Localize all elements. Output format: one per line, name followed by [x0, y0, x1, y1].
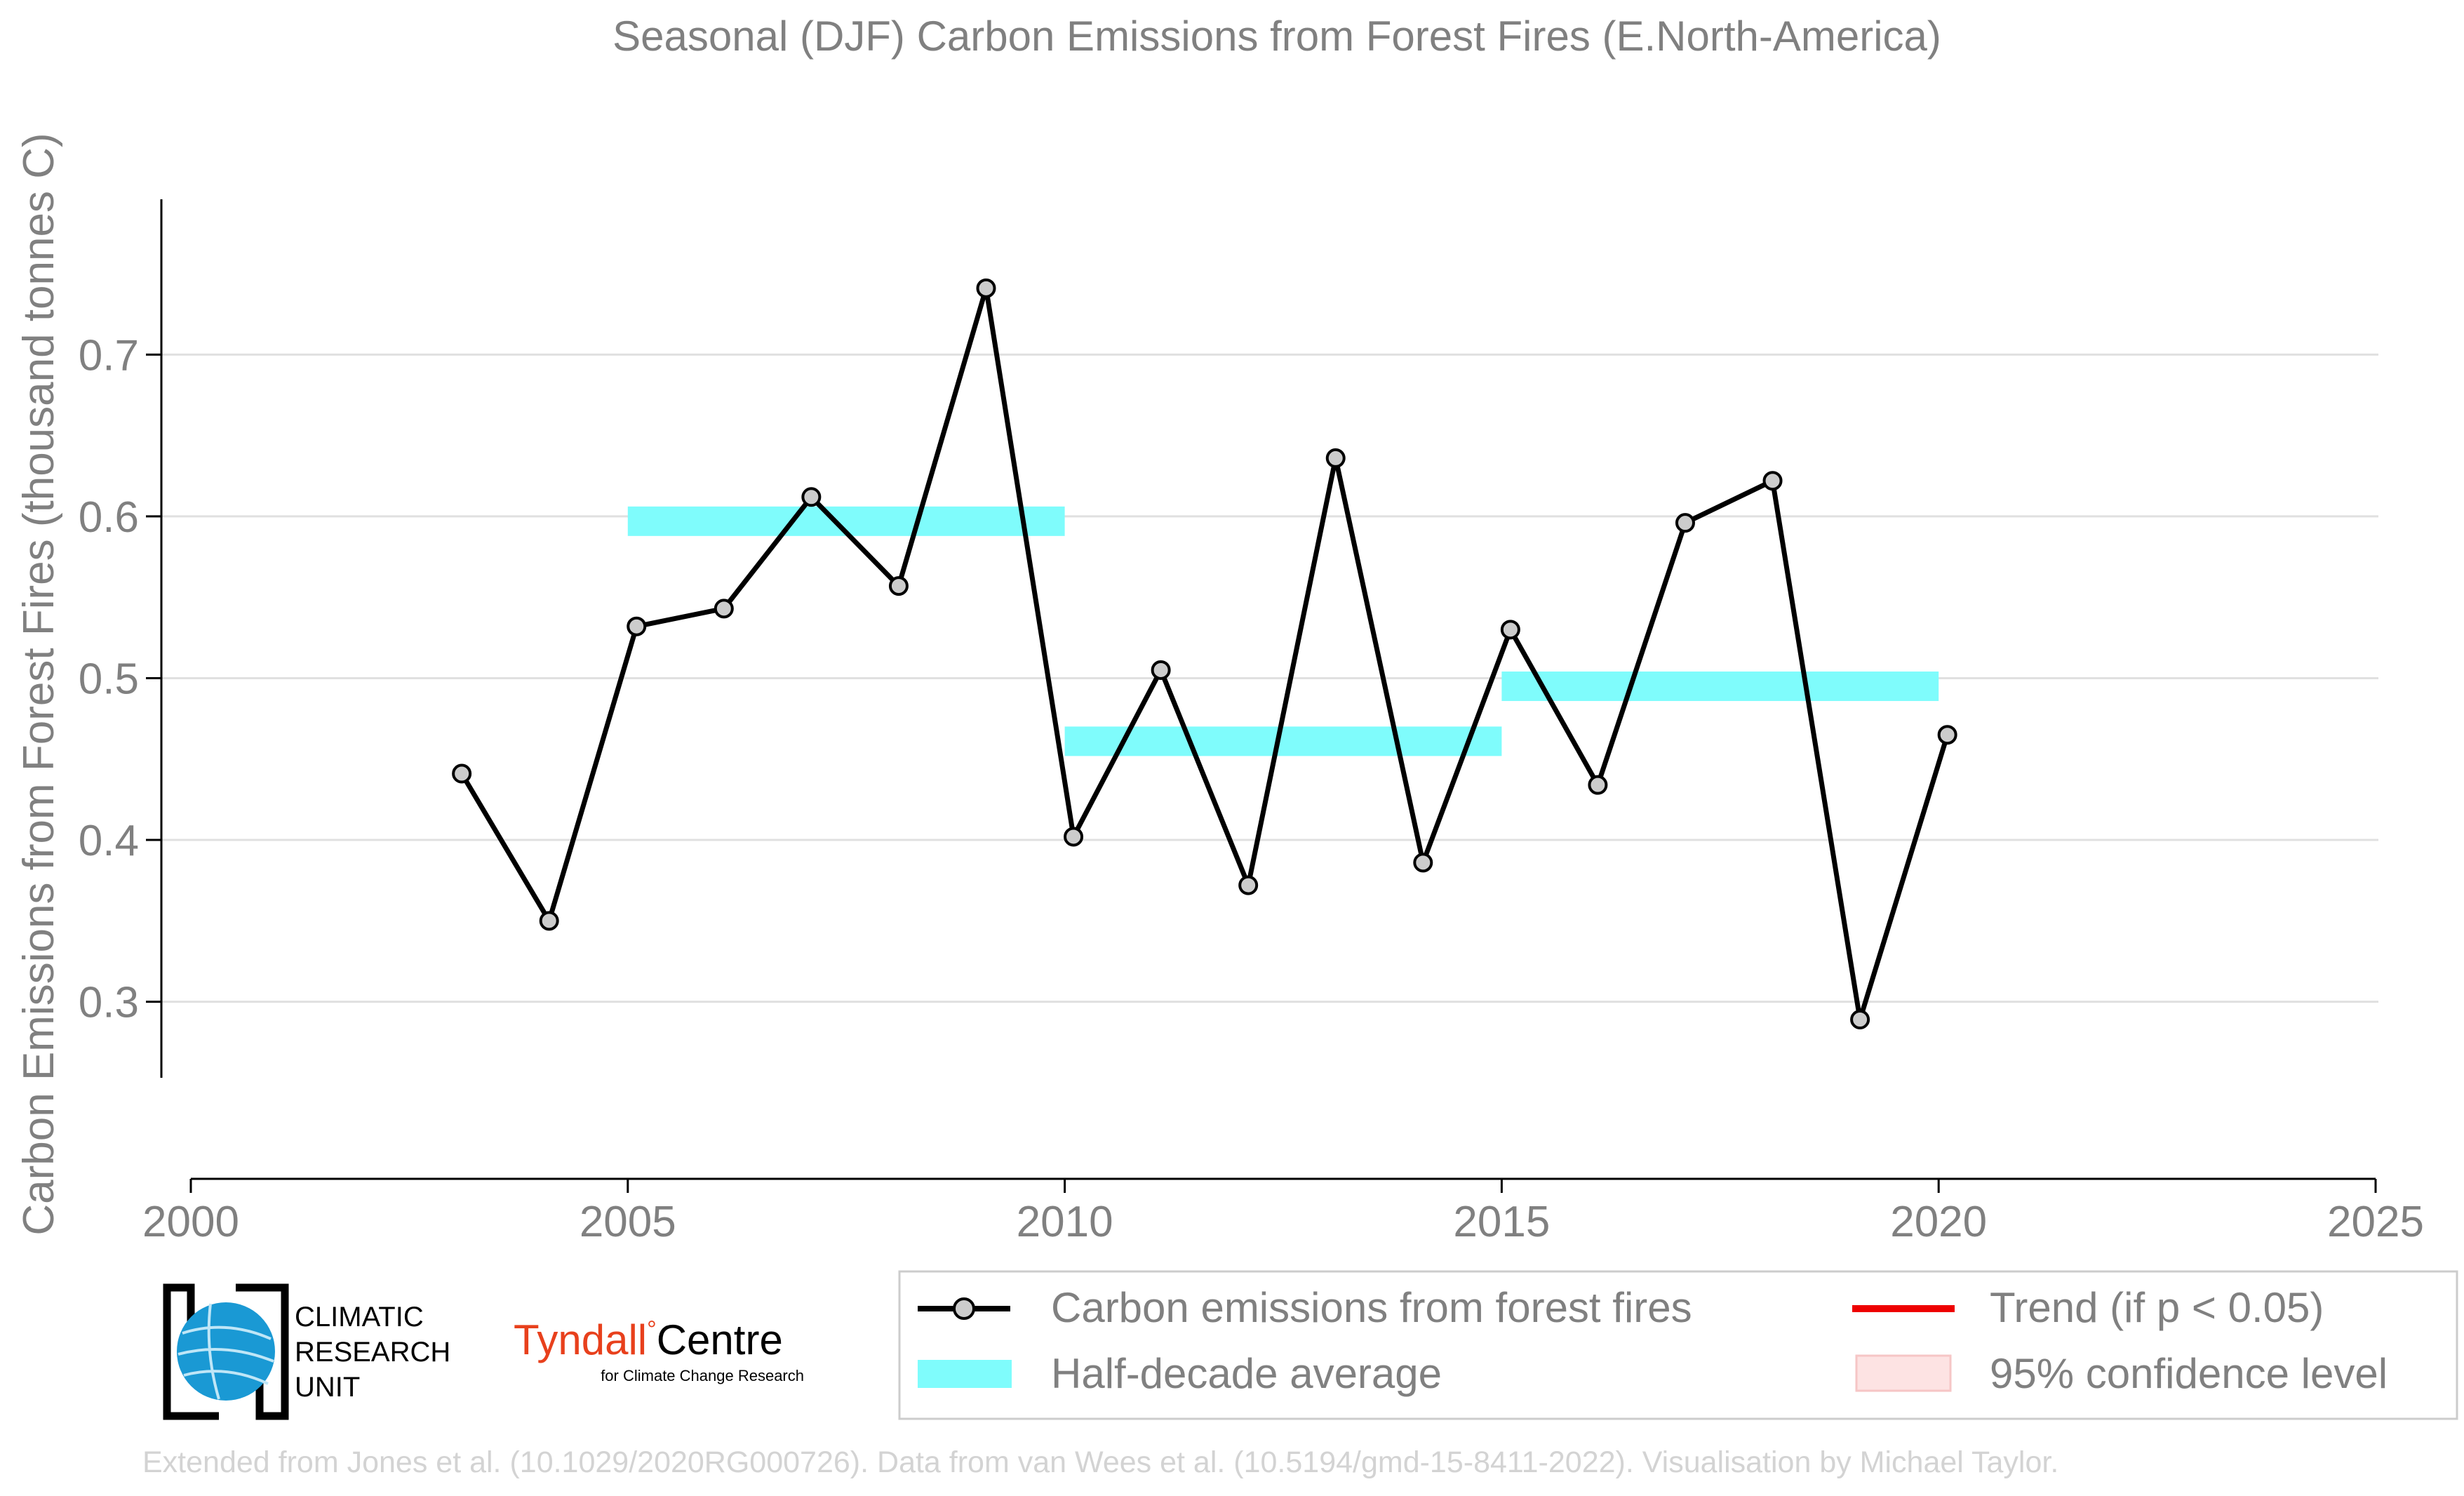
x-tick-label-2005: 2005 [580, 1198, 676, 1246]
tyndall-suffix: Centre [657, 1316, 783, 1363]
x-ticks: 2000 2005 2010 2015 2020 2025 [142, 1179, 2424, 1246]
cru-logo-frame [163, 1283, 219, 1420]
tyndall-logo: Tyndall°Centre for Climate Change Resear… [514, 1316, 804, 1384]
chart-title: Seasonal (DJF) Carbon Emissions from For… [612, 13, 1941, 60]
y-tick-label-0.3: 0.3 [79, 979, 139, 1027]
data-point-2015 [1500, 620, 1520, 640]
cru-logo-frame-right [236, 1283, 289, 1420]
legend-label-trend: Trend (if p < 0.05) [1990, 1284, 2324, 1331]
data-point-2011 [1151, 660, 1171, 680]
data-point-2013 [1325, 448, 1346, 468]
legend: Carbon emissions from forest fires Trend… [898, 1270, 2458, 1420]
y-tick-label-0.4: 0.4 [79, 817, 139, 865]
tyndall-subtitle: for Climate Change Research [601, 1367, 804, 1384]
x-tick-label-2010: 2010 [1017, 1198, 1113, 1246]
axes [160, 199, 2376, 1180]
data-point-2012 [1238, 875, 1259, 895]
cru-text-3: UNIT [295, 1372, 360, 1403]
y-ticks: 0.3 0.4 0.5 0.6 0.7 [79, 331, 161, 1027]
legend-marker-swatch [953, 1297, 975, 1320]
data-point-2009 [976, 278, 996, 298]
y-tick-label-0.5: 0.5 [79, 655, 139, 703]
data-point-2017 [1675, 513, 1695, 533]
footer-credits: Extended from Jones et al. (10.1029/2020… [142, 1445, 2058, 1479]
series [452, 278, 1957, 1029]
data-point-2003 [452, 763, 472, 784]
data-point-2007 [801, 487, 822, 507]
y-tick-label-0.6: 0.6 [79, 493, 139, 542]
series-line-0 [460, 286, 1950, 1022]
half-decade-band-2015 [1501, 672, 1939, 702]
cru-logo: CLIMATIC RESEARCH UNIT [163, 1283, 450, 1420]
data-point-2019 [1850, 1009, 1870, 1029]
cru-text-2: RESEARCH [295, 1337, 450, 1368]
data-point-2006 [714, 599, 734, 619]
data-point-2020 [1937, 725, 1957, 745]
tyndall-wordmark: Tyndall°Centre [514, 1316, 783, 1363]
legend-label-emissions: Carbon emissions from forest fires [1051, 1284, 1692, 1331]
half-decade-band-2010 [1064, 726, 1502, 756]
tyndall-name: Tyndall [514, 1316, 647, 1363]
data-point-2016 [1588, 775, 1608, 795]
data-point-2008 [888, 576, 909, 596]
x-tick-label-2025: 2025 [2327, 1198, 2424, 1246]
x-tick-label-2020: 2020 [1890, 1198, 1987, 1246]
legend-ci-swatch [1855, 1354, 1952, 1392]
cru-text-1: CLIMATIC [295, 1302, 424, 1333]
data-point-2014 [1413, 853, 1433, 873]
gridlines [154, 353, 2378, 1003]
data-point-2005 [627, 616, 647, 636]
data-point-2004 [539, 911, 559, 931]
globe-icon-lines [178, 1303, 274, 1400]
y-axis-label: Carbon Emissions from Forest Fires (thou… [15, 133, 63, 1235]
half-decade-bands [627, 506, 1939, 756]
data-point-2010 [1064, 827, 1084, 847]
data-point-2018 [1762, 471, 1783, 491]
legend-frame [898, 1270, 2458, 1420]
y-tick-label-0.7: 0.7 [79, 331, 139, 380]
x-tick-label-2000: 2000 [142, 1198, 239, 1246]
legend-label-ci: 95% confidence level [1990, 1350, 2388, 1397]
legend-band-swatch [918, 1360, 1012, 1388]
x-tick-label-2015: 2015 [1453, 1198, 1550, 1246]
tyndall-degree: ° [647, 1316, 657, 1343]
legend-label-average: Half-decade average [1051, 1350, 1442, 1397]
